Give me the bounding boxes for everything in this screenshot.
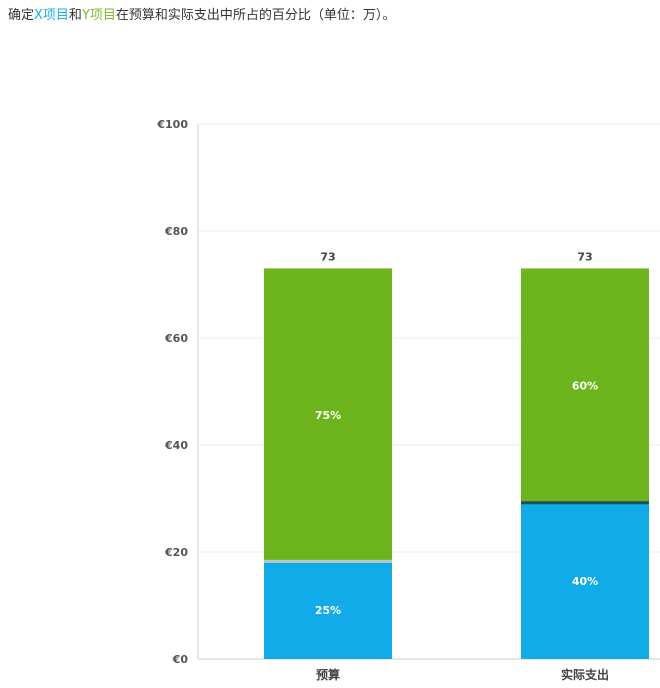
bar-total-label: 73 (577, 250, 592, 263)
bar-percent-label: 60% (572, 380, 598, 393)
y-tick-label: €20 (164, 546, 188, 559)
y-tick-label: €40 (164, 439, 188, 452)
x-category-label: 实际支出 (561, 667, 609, 682)
bar-segment (521, 502, 649, 659)
question-and: 和 (68, 8, 82, 23)
bar-percent-label: 25% (315, 604, 341, 617)
y-tick-label: €80 (164, 225, 188, 238)
y-tick-label: €100 (156, 118, 188, 131)
x-category-label: 预算 (316, 667, 340, 682)
bar-percent-label: 40% (572, 575, 598, 588)
y-tick-label: €60 (164, 332, 188, 345)
bar-percent-label: 75% (315, 409, 341, 422)
y-tick-label: €0 (172, 653, 189, 666)
x-project-term: X项目 (34, 8, 69, 23)
bar-total-label: 73 (320, 250, 335, 263)
bar-segment (264, 561, 392, 659)
y-project-term: Y项目 (81, 8, 116, 23)
question-prefix: 确定 (8, 8, 35, 23)
bar-segment (521, 268, 649, 503)
bar-segment (264, 268, 392, 562)
question-text: 确定X项目和Y项目在预算和实际支出中所占的百分比（单位：万）。 (8, 4, 395, 23)
question-suffix: 在预算和实际支出中所占的百分比（单位：万）。 (115, 8, 396, 23)
